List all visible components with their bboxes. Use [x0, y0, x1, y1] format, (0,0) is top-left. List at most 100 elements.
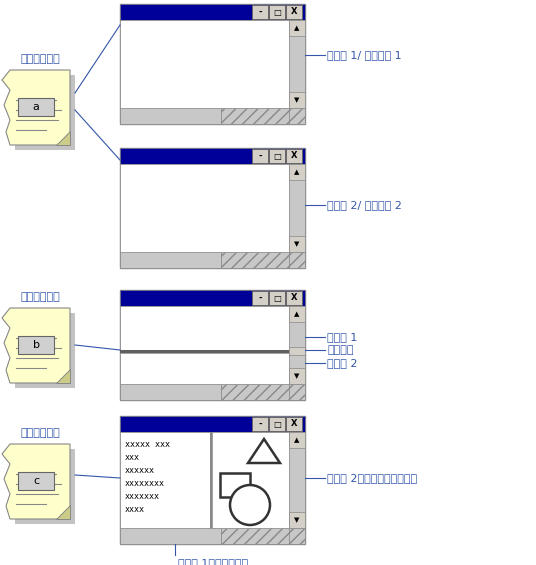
Bar [212, 432, 289, 528]
Bar [289, 20, 305, 36]
Bar [120, 306, 289, 350]
Bar [120, 416, 305, 544]
Bar [120, 4, 305, 124]
Text: -: - [258, 419, 262, 428]
Bar [221, 108, 289, 124]
Text: xxx: xxx [125, 453, 140, 462]
Text: xxxxxxx: xxxxxxx [125, 492, 160, 501]
Text: xxxxxx: xxxxxx [125, 466, 155, 475]
Bar [269, 149, 285, 163]
Text: xxxx: xxxx [125, 505, 145, 514]
Bar [120, 252, 221, 268]
Bar [289, 252, 305, 268]
Bar [120, 432, 210, 528]
Bar [221, 252, 289, 268]
Bar [286, 417, 302, 431]
Bar [120, 384, 221, 400]
Bar [289, 512, 305, 528]
Bar [18, 98, 54, 116]
Bar [120, 350, 289, 353]
Text: ▲: ▲ [294, 25, 300, 31]
Bar [15, 449, 75, 524]
Bar [120, 416, 305, 432]
Text: □: □ [273, 419, 281, 428]
Text: ▼: ▼ [294, 373, 300, 379]
Bar [221, 384, 289, 400]
Bar [286, 291, 302, 305]
Bar [120, 164, 289, 252]
Text: a: a [33, 102, 40, 112]
Text: ビュー 1（テキスト）: ビュー 1（テキスト） [178, 558, 248, 565]
Text: xxxxxxxx: xxxxxxxx [125, 479, 165, 488]
Text: b: b [33, 340, 40, 350]
Bar [220, 473, 250, 497]
Bar [120, 148, 305, 164]
Text: X: X [291, 419, 297, 428]
Text: ビュー 1/ フレーム 1: ビュー 1/ フレーム 1 [327, 50, 401, 60]
Bar [15, 75, 75, 150]
Bar [289, 384, 305, 400]
Text: □: □ [273, 293, 281, 302]
Bar [120, 290, 305, 400]
Text: ビュー 2（グラフィックス）: ビュー 2（グラフィックス） [327, 473, 417, 483]
Bar [286, 5, 302, 19]
Bar [286, 149, 302, 163]
Text: 分割バー: 分割バー [327, 345, 354, 355]
Bar [120, 290, 305, 306]
Bar [120, 108, 221, 124]
Text: xxxxx xxx: xxxxx xxx [125, 440, 170, 449]
Bar [252, 291, 268, 305]
Text: □: □ [273, 7, 281, 16]
Bar [289, 20, 305, 108]
Bar [120, 4, 305, 20]
Bar [120, 148, 305, 268]
Polygon shape [56, 369, 70, 383]
Text: ▲: ▲ [294, 169, 300, 175]
Bar [252, 149, 268, 163]
Bar [221, 528, 289, 544]
Bar [289, 306, 305, 322]
Bar [269, 417, 285, 431]
Text: ビュー 2/ フレーム 2: ビュー 2/ フレーム 2 [327, 200, 402, 210]
Bar [120, 20, 289, 108]
Bar [269, 291, 285, 305]
Text: ビュー 2: ビュー 2 [327, 358, 358, 368]
Polygon shape [56, 131, 70, 145]
Bar [120, 528, 221, 544]
Bar [289, 432, 305, 528]
Bar [289, 164, 305, 252]
Text: ▼: ▼ [294, 97, 300, 103]
Polygon shape [248, 439, 280, 463]
Bar [15, 313, 75, 388]
Bar [289, 108, 305, 124]
Bar [289, 92, 305, 108]
Text: -: - [258, 7, 262, 16]
Text: X: X [291, 151, 297, 160]
Bar [289, 432, 305, 448]
Polygon shape [2, 308, 70, 383]
Bar [210, 432, 212, 528]
Bar [289, 368, 305, 384]
Bar [18, 472, 54, 490]
Text: ▼: ▼ [294, 517, 300, 523]
Bar [252, 5, 268, 19]
Text: ▲: ▲ [294, 311, 300, 317]
Text: □: □ [273, 151, 281, 160]
Polygon shape [56, 505, 70, 519]
Polygon shape [2, 70, 70, 145]
Circle shape [230, 485, 270, 525]
Text: ビュー 1: ビュー 1 [327, 332, 358, 342]
Text: -: - [258, 151, 262, 160]
Text: ▲: ▲ [294, 437, 300, 443]
Bar [289, 236, 305, 252]
Text: ▼: ▼ [294, 241, 300, 247]
Bar [269, 5, 285, 19]
Bar [252, 417, 268, 431]
Polygon shape [2, 444, 70, 519]
Bar [18, 336, 54, 354]
Bar [120, 353, 289, 384]
Text: -: - [258, 293, 262, 302]
Bar [289, 347, 305, 355]
Text: ドキュメント: ドキュメント [20, 54, 60, 64]
Text: ドキュメント: ドキュメント [20, 292, 60, 302]
